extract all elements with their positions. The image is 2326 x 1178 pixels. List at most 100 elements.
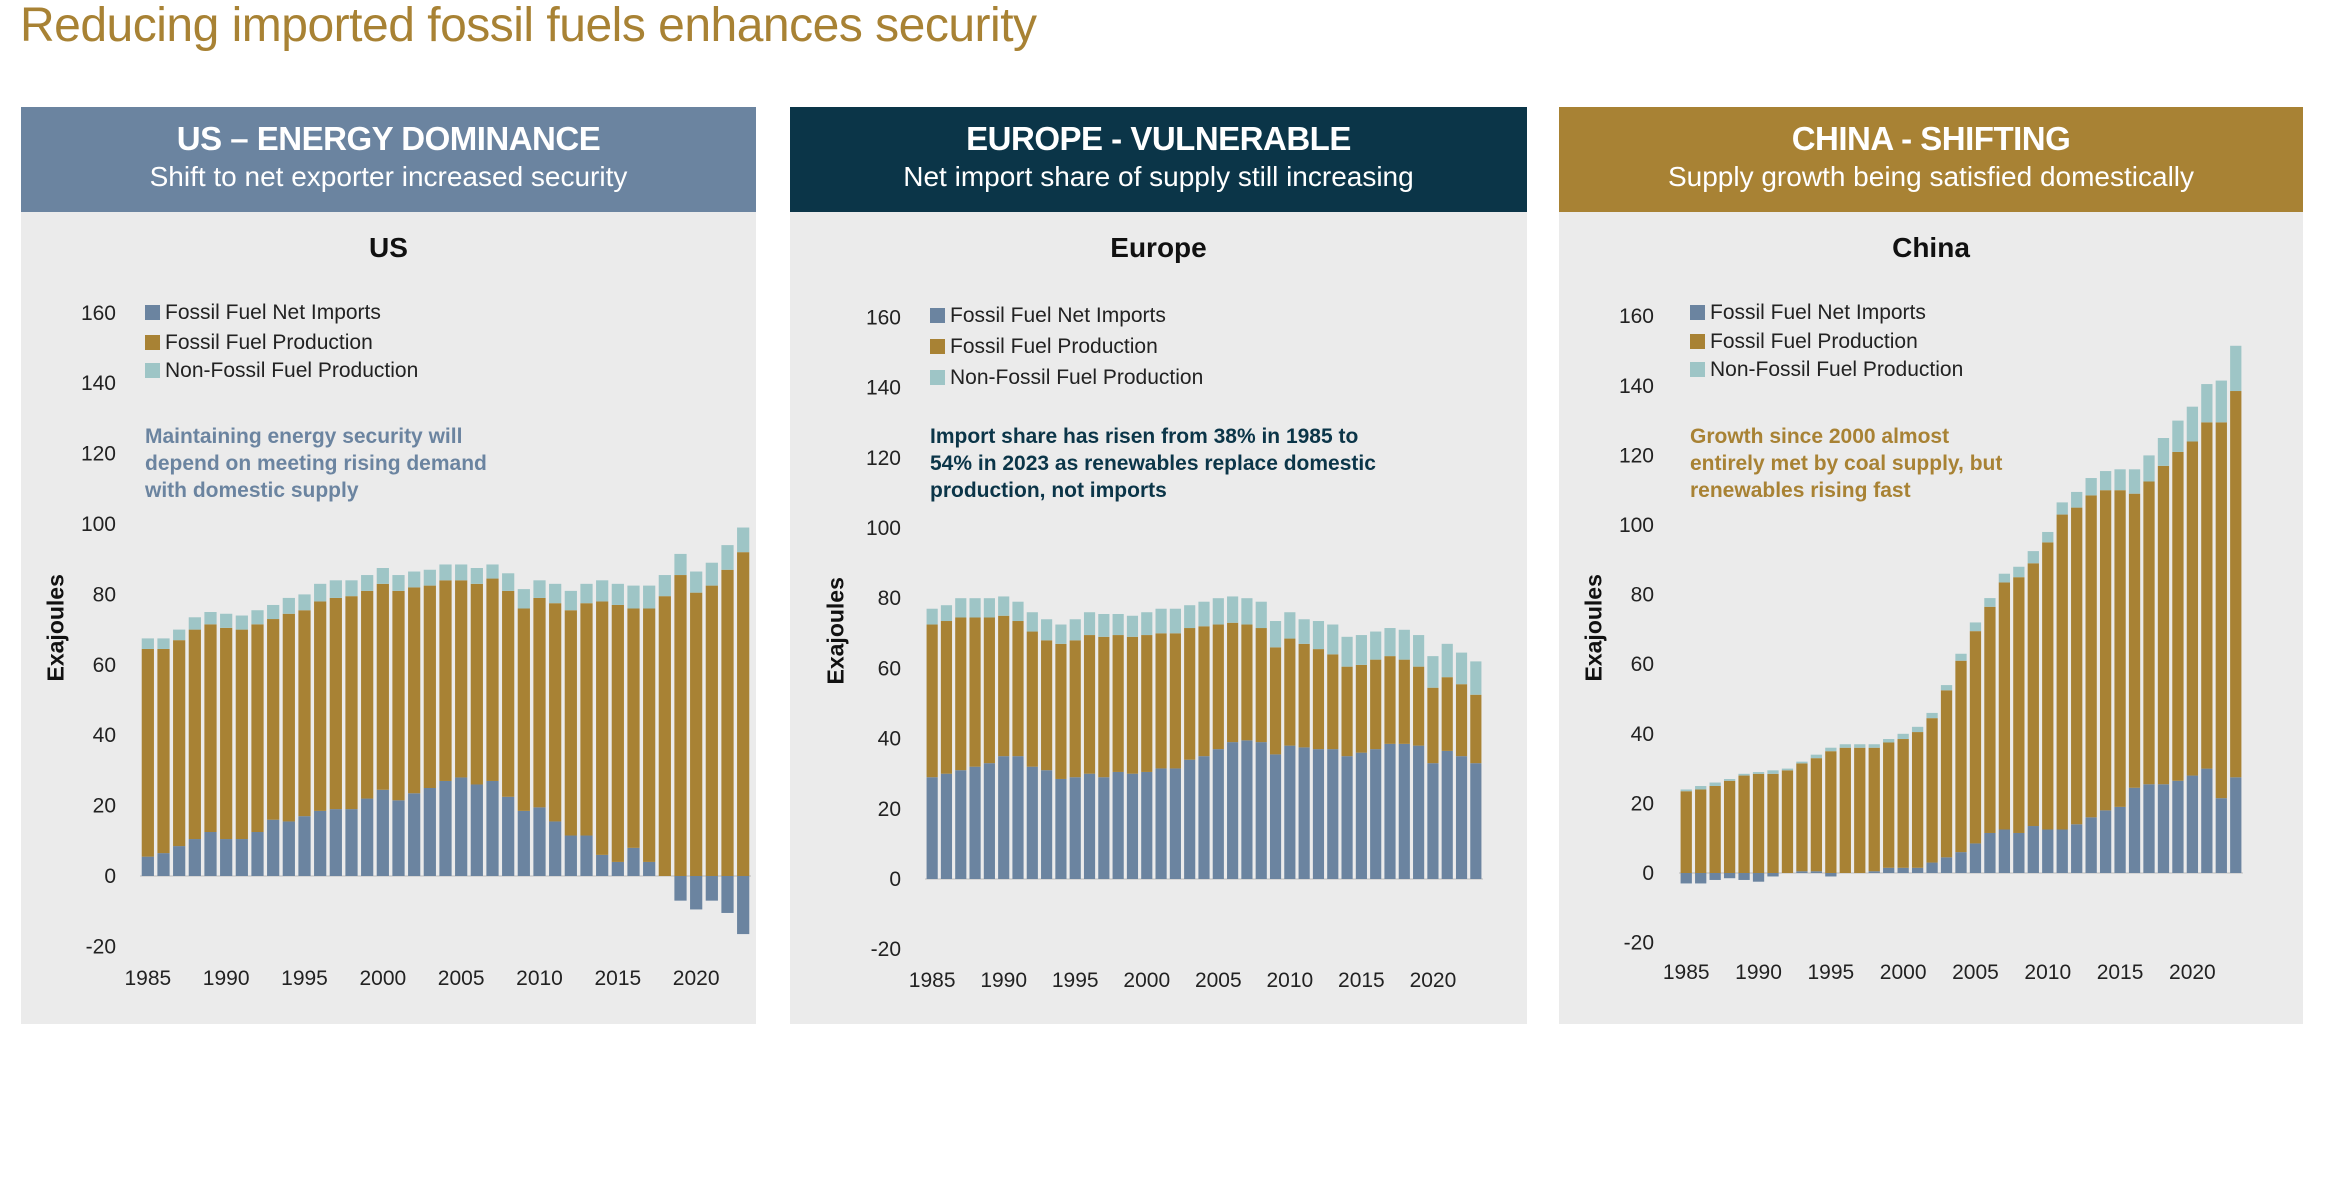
x-tick-label: 2020 xyxy=(2169,961,2216,984)
bar-fossil-production xyxy=(439,580,452,781)
bar-non-fossil-production xyxy=(611,583,624,605)
bar-group-2012 xyxy=(1312,621,1325,879)
bar-group-2007 xyxy=(486,564,499,876)
x-tick-label: 1995 xyxy=(1052,969,1099,992)
bar-non-fossil-production xyxy=(940,605,953,622)
bar-group-2001 xyxy=(392,575,405,876)
y-tick-label: -20 xyxy=(871,938,901,961)
legend-swatch xyxy=(1690,361,1705,377)
bar-group-2020 xyxy=(2186,406,2199,873)
bar-net-imports xyxy=(2099,810,2112,873)
bar-net-imports xyxy=(1169,768,1181,879)
bar-net-imports xyxy=(1398,743,1410,879)
bar-group-1994 xyxy=(282,597,295,876)
bar-non-fossil-production xyxy=(376,568,389,584)
bar-group-1997 xyxy=(1854,744,1866,873)
bar-net-imports xyxy=(549,821,562,876)
bar-fossil-production xyxy=(1940,690,1953,858)
bar-fossil-production xyxy=(940,621,953,774)
bar-fossil-production xyxy=(1825,751,1837,873)
x-tick-label: 2010 xyxy=(516,967,563,990)
bar-fossil-production xyxy=(1854,747,1866,873)
bar-group-1992 xyxy=(1026,612,1038,879)
chart-title: China xyxy=(1892,232,1970,263)
bar-fossil-production xyxy=(627,608,640,848)
annotation-line: renewables rising fast xyxy=(1690,479,1911,502)
bar-fossil-production xyxy=(1455,684,1468,757)
bar-net-imports xyxy=(1455,756,1468,879)
bar-fossil-production xyxy=(1413,666,1425,746)
bar-fossil-production xyxy=(580,603,593,836)
header-subtitle: Net import share of supply still increas… xyxy=(903,161,1414,192)
bar-group-2013 xyxy=(1327,624,1339,879)
bar-non-fossil-production xyxy=(1680,789,1692,792)
bar-group-2023 xyxy=(1470,661,1482,879)
bar-non-fossil-production xyxy=(235,615,248,630)
legend-item-imports: Fossil Fuel Net Imports xyxy=(145,299,381,327)
bar-fossil-production xyxy=(2157,465,2170,785)
y-tick-label: 160 xyxy=(81,302,116,325)
bar-fossil-production xyxy=(2201,422,2213,769)
bar-net-imports xyxy=(1738,873,1750,880)
bar-fossil-production xyxy=(2056,514,2068,830)
bar-net-imports xyxy=(674,876,687,901)
y-tick-label: 80 xyxy=(1631,584,1654,607)
bar-non-fossil-production xyxy=(188,617,201,630)
bar-fossil-production xyxy=(361,590,374,799)
bar-group-2002 xyxy=(1169,608,1181,879)
bar-fossil-production xyxy=(2027,563,2039,827)
annotation: Import share has risen from 38% in 1985 … xyxy=(930,423,1376,504)
bar-group-2014 xyxy=(1341,636,1353,879)
bar-net-imports xyxy=(1141,771,1153,879)
bar-group-2005 xyxy=(1212,598,1224,879)
china-header: CHINA - SHIFTING Supply growth being sat… xyxy=(1559,107,2303,212)
bar-group-2020 xyxy=(690,571,703,910)
bar-group-2019 xyxy=(674,553,687,901)
y-tick-label: 100 xyxy=(866,517,901,540)
bar-fossil-production xyxy=(1752,773,1765,873)
bar-net-imports xyxy=(486,780,499,876)
bar-non-fossil-production xyxy=(2157,438,2170,466)
bar-fossil-production xyxy=(1298,643,1310,748)
bar-fossil-production xyxy=(282,613,295,822)
x-tick-label: 2015 xyxy=(2097,961,2144,984)
bar-fossil-production xyxy=(1269,647,1282,755)
bar-fossil-production xyxy=(1327,654,1339,750)
bar-net-imports xyxy=(533,807,546,876)
bar-group-2004 xyxy=(439,564,452,876)
bar-net-imports xyxy=(2114,806,2126,873)
bar-group-2018 xyxy=(2157,438,2170,873)
bar-net-imports xyxy=(596,854,609,876)
y-tick-label: 0 xyxy=(1642,862,1654,885)
bar-fossil-production xyxy=(1255,628,1267,743)
bar-group-2022 xyxy=(1455,652,1468,879)
bar-fossil-production xyxy=(1738,775,1750,873)
bar-net-imports xyxy=(282,821,295,876)
bar-fossil-production xyxy=(926,624,938,778)
bar-group-2016 xyxy=(1370,631,1382,879)
y-axis-label: Exajoules xyxy=(1580,574,1607,682)
bar-fossil-production xyxy=(1998,582,2011,830)
bar-net-imports xyxy=(1298,747,1310,879)
bar-net-imports xyxy=(1955,852,1967,873)
bar-fossil-production xyxy=(2099,490,2112,811)
bar-net-imports xyxy=(1825,873,1837,877)
bar-fossil-production xyxy=(1141,635,1153,772)
bar-net-imports xyxy=(329,809,342,876)
y-tick-label: 140 xyxy=(866,377,901,400)
bar-fossil-production xyxy=(611,604,624,862)
x-tick-label: 2015 xyxy=(594,967,641,990)
bar-fossil-production xyxy=(1796,763,1808,872)
bar-net-imports xyxy=(1327,749,1339,879)
y-tick-label: -20 xyxy=(86,935,116,958)
y-tick-label: 20 xyxy=(878,798,901,821)
bar-fossil-production xyxy=(1370,659,1382,750)
annotation-line: Growth since 2000 almost xyxy=(1690,425,1950,448)
bar-non-fossil-production xyxy=(1839,744,1851,748)
bar-net-imports xyxy=(1241,740,1253,879)
y-tick-label: -20 xyxy=(1624,932,1654,955)
bar-fossil-production xyxy=(1984,606,1996,833)
bar-non-fossil-production xyxy=(1041,619,1053,641)
bar-group-2016 xyxy=(627,585,640,876)
chart-area: -20 0 20 40 60 80 100 120 140 160 1985 1990 1995 2000… xyxy=(1559,212,2303,1024)
